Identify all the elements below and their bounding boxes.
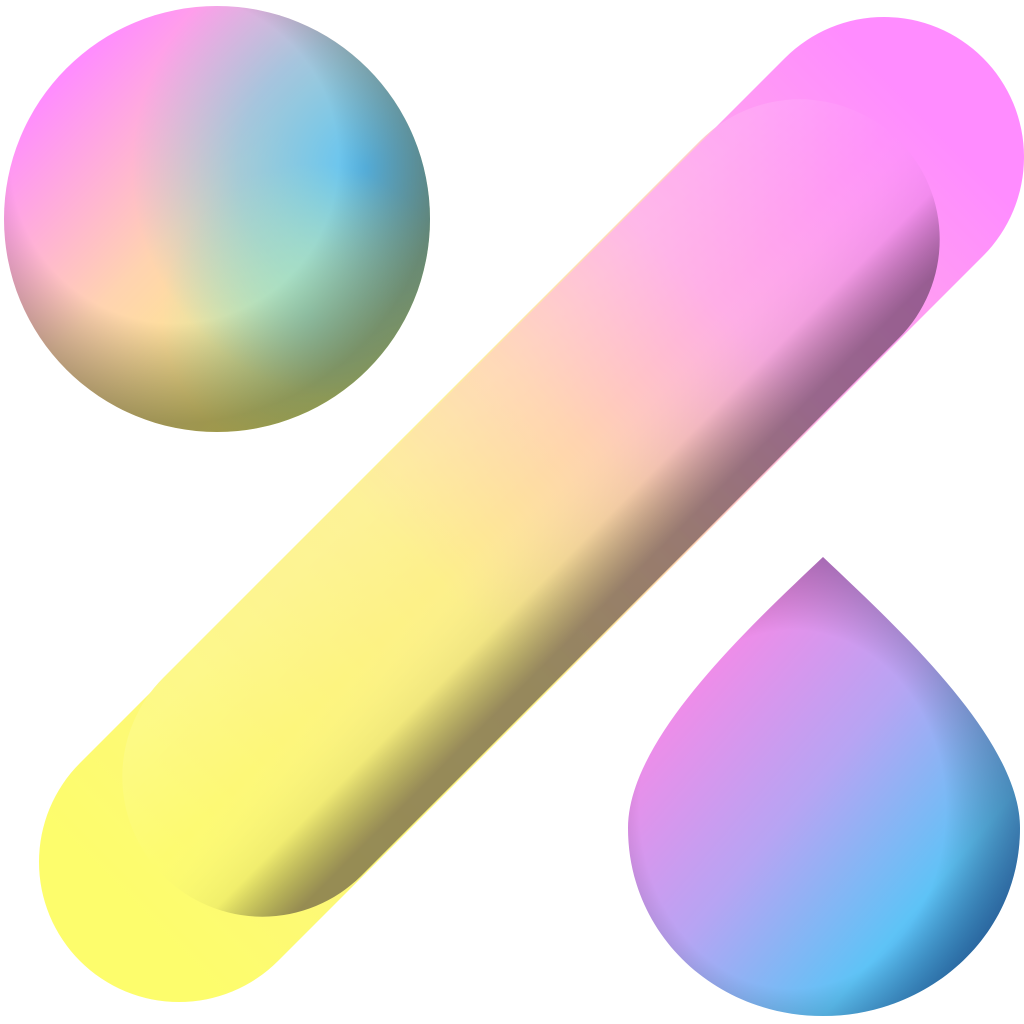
diagonal-bar-shape	[39, 17, 1024, 1002]
sphere-shape	[4, 6, 430, 432]
teardrop-shape	[628, 557, 1020, 1016]
